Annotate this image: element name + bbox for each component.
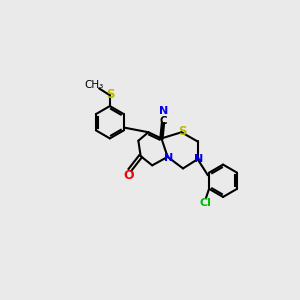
Text: N: N — [159, 106, 168, 116]
Text: Cl: Cl — [199, 199, 211, 208]
Text: S: S — [106, 88, 115, 101]
Text: N: N — [194, 154, 203, 164]
Text: CH₃: CH₃ — [85, 80, 104, 90]
Text: O: O — [124, 169, 134, 182]
Text: C: C — [159, 116, 167, 126]
Text: N: N — [164, 153, 173, 163]
Text: S: S — [178, 125, 187, 138]
